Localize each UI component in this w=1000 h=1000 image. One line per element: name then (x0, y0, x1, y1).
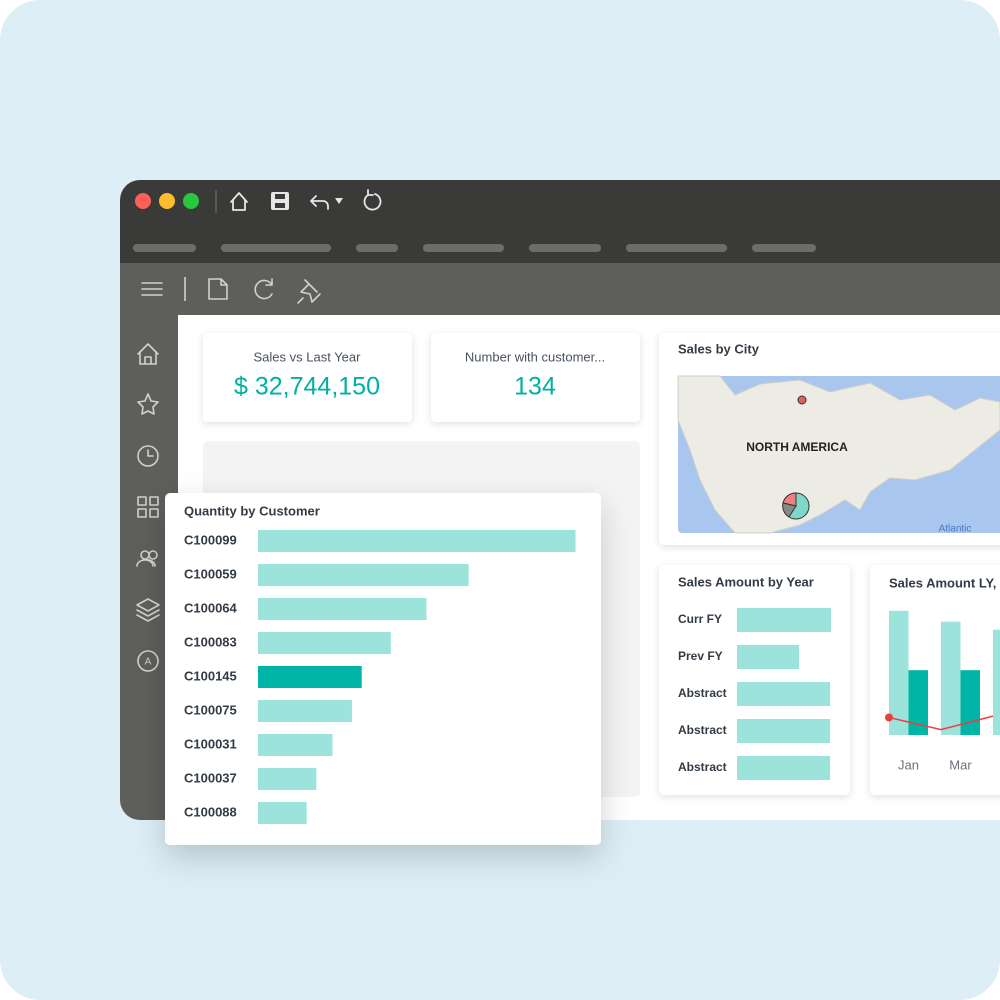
reload-icon[interactable] (254, 278, 273, 300)
x-tick-label: Mar (949, 757, 972, 772)
menu-item[interactable] (356, 244, 398, 252)
category-label: C100037 (184, 770, 237, 785)
nav-users[interactable] (136, 550, 158, 567)
undo-dropdown[interactable] (335, 198, 343, 204)
bar (889, 610, 909, 735)
chart-quantity: Quantity by Customer C100099 C100059 C10006… (184, 503, 576, 824)
svg-text:A: A (145, 657, 152, 668)
menu-item[interactable] (752, 244, 816, 252)
category-label: C100099 (184, 532, 237, 547)
map-land (677, 375, 1000, 534)
menu-item[interactable] (133, 244, 196, 252)
chart-year: Sales Amount by Year Curr FY Prev FY Abstra… (678, 574, 831, 780)
category-label: Curr FY (678, 612, 722, 626)
map-marker (797, 395, 807, 405)
bar (258, 530, 576, 552)
nav-recent[interactable] (137, 445, 159, 467)
category-label: C100031 (184, 736, 237, 751)
nav-apps[interactable] (137, 496, 159, 518)
bar (258, 700, 352, 722)
category-label: C100088 (184, 804, 237, 819)
nav-account[interactable]: A (137, 650, 159, 672)
bar (737, 645, 800, 669)
minimize-button[interactable] (159, 193, 175, 209)
bar (258, 768, 317, 790)
nav-layers[interactable] (136, 598, 160, 622)
file-icon[interactable] (208, 278, 228, 300)
kpi-value: 134 (514, 373, 556, 401)
bar (737, 756, 831, 780)
bar (993, 629, 1000, 735)
category-label: C100083 (184, 634, 237, 649)
bar (258, 564, 469, 586)
bar (258, 598, 427, 620)
kpi-label: Sales vs Last Year (254, 349, 362, 364)
map-pie (782, 492, 810, 520)
kpi-value: $ 32,744,150 (234, 373, 380, 401)
home-icon[interactable] (230, 192, 248, 211)
category-label: C100075 (184, 702, 237, 717)
bar (258, 802, 307, 824)
toolbar (120, 263, 1000, 315)
undo-icon[interactable] (310, 195, 329, 210)
save-icon[interactable] (271, 192, 289, 210)
map-label: Atlantic (939, 524, 972, 535)
chart-title: Quantity by Customer (184, 503, 320, 518)
kpi-card (431, 333, 640, 422)
bar (960, 670, 980, 735)
bar (258, 666, 362, 688)
category-label: Abstract (678, 686, 727, 700)
close-button[interactable] (135, 193, 151, 209)
map-title: Sales by City (678, 341, 760, 356)
category-label: C100145 (184, 668, 237, 683)
refresh-icon[interactable] (363, 189, 382, 211)
nav-home[interactable] (137, 343, 159, 365)
bar (258, 734, 333, 756)
chart-ly: Sales Amount LY, Jan Mar (885, 575, 1000, 772)
chart-title: Sales Amount by Year (678, 574, 814, 589)
maximize-button[interactable] (183, 193, 199, 209)
x-tick-label: Jan (898, 757, 919, 772)
category-label: C100059 (184, 566, 237, 581)
menu-bar (133, 244, 816, 252)
bar (737, 682, 831, 706)
menu-item[interactable] (626, 244, 727, 252)
kpi-card (203, 333, 412, 422)
bar (737, 608, 831, 632)
bar (941, 621, 961, 735)
pin-icon[interactable] (297, 279, 321, 304)
line (888, 715, 994, 731)
hamburger-icon[interactable] (141, 282, 163, 296)
category-label: C100064 (184, 600, 238, 615)
map-label: NORTH AMERICA (746, 440, 848, 454)
menu-item[interactable] (423, 244, 504, 252)
category-label: Abstract (678, 723, 727, 737)
bar (258, 632, 391, 654)
menu-item[interactable] (221, 244, 331, 252)
kpi-label: Number with customer... (465, 349, 605, 364)
category-label: Prev FY (678, 649, 723, 663)
bar (737, 719, 831, 743)
category-label: Abstract (678, 760, 727, 774)
bar (908, 670, 928, 735)
menu-item[interactable] (529, 244, 601, 252)
line-point (885, 713, 893, 722)
nav-favorites[interactable] (137, 393, 159, 415)
chart-title: Sales Amount LY, (889, 575, 996, 590)
